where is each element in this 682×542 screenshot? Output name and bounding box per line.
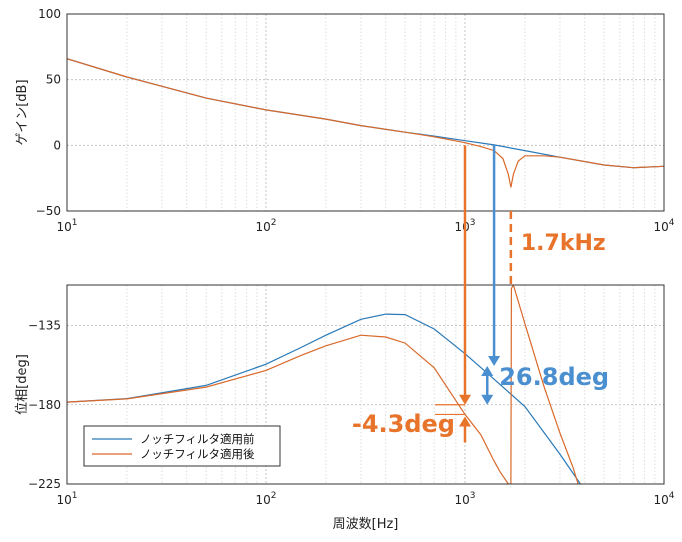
y-axis-label: 位相[deg] — [15, 354, 30, 415]
legend-box — [83, 425, 281, 467]
y-tick-label: −225 — [28, 477, 61, 491]
x-tick-label: 102 — [255, 491, 276, 507]
x-tick-label: 101 — [56, 218, 77, 234]
y-tick-label: −50 — [36, 204, 61, 218]
arrow-head-before — [488, 356, 501, 367]
arrow-head-after — [459, 394, 471, 405]
y-tick-label: 0 — [53, 138, 61, 152]
annotations: 1.7kHz 26.8deg -4.3deg — [352, 145, 609, 443]
series-line-before — [67, 313, 581, 484]
legend-entry: ノッチフィルタ適用前 — [140, 432, 255, 446]
x-tick-label: 104 — [653, 218, 674, 234]
y-tick-label: −180 — [28, 398, 61, 412]
series-line-after — [67, 285, 579, 484]
notch-frequency-label: 1.7kHz — [521, 231, 606, 256]
x-tick-label: 103 — [454, 491, 475, 507]
series-line-after — [67, 58, 664, 188]
plot-frame — [66, 13, 665, 212]
x-axis-label: 周波数[Hz] — [333, 517, 399, 532]
y-tick-label: −135 — [28, 319, 61, 333]
x-tick-label: 104 — [653, 491, 674, 507]
series-line-before — [67, 58, 664, 169]
margin-label-after: -4.3deg — [352, 410, 455, 438]
x-tick-label: 102 — [255, 218, 276, 234]
legend-entry: ノッチフィルタ適用後 — [140, 447, 255, 461]
margin-arrow-before-bottom — [481, 394, 494, 405]
margin-arrow-after-head — [459, 416, 471, 427]
y-axis-label: ゲイン[dB] — [15, 79, 30, 145]
y-tick-label: 50 — [46, 73, 61, 87]
x-tick-label: 101 — [56, 491, 77, 507]
margin-label-before: 26.8deg — [499, 363, 609, 391]
margin-arrow-before-top — [481, 366, 494, 377]
plot-frame — [66, 284, 665, 485]
y-tick-label: 100 — [38, 7, 61, 21]
